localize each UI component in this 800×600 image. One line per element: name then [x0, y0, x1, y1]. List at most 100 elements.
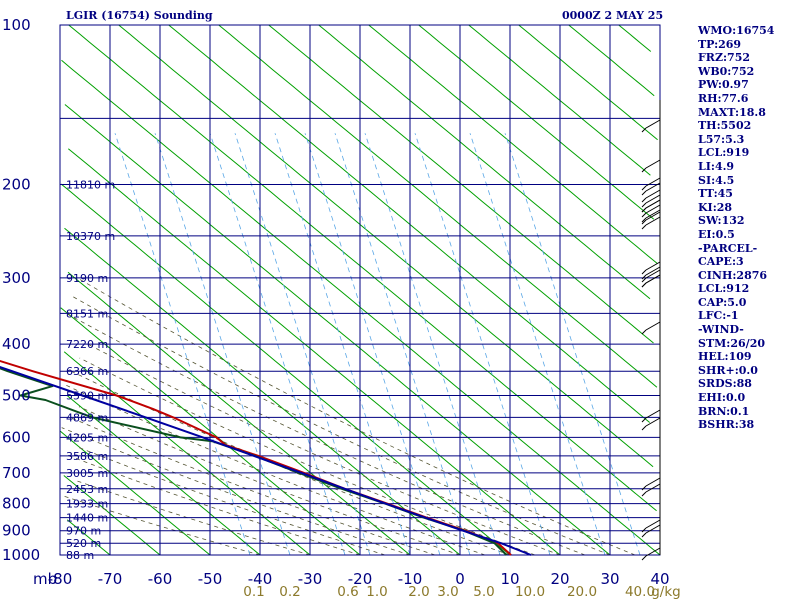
wind-barb	[645, 194, 661, 204]
height-label: 520 m	[66, 537, 101, 550]
height-label: 6366 m	[66, 365, 108, 378]
dry-adiabat-line	[618, 24, 652, 52]
dry-adiabat-line	[67, 148, 561, 556]
moist-adiabat-line	[68, 455, 361, 556]
wind-barb	[645, 483, 661, 493]
wind-barb	[645, 519, 661, 529]
dry-adiabat-line	[60, 183, 511, 556]
height-label: 2453 m	[66, 483, 108, 496]
mixing-ratio-tick-label: 2.0	[408, 584, 429, 600]
index-line: -WIND-	[698, 323, 744, 337]
wind-barb-flag	[641, 277, 647, 283]
index-line: TT:45	[698, 187, 733, 201]
moist-adiabat-line	[62, 383, 486, 556]
index-line: CAPE:3	[698, 255, 744, 269]
index-line: TH:5502	[698, 119, 752, 133]
moist-adiabat-line	[64, 495, 261, 556]
pressure-tick-label: 800	[2, 495, 31, 513]
index-line: -PARCEL-	[698, 241, 758, 255]
dry-adiabat-line	[418, 24, 655, 220]
parcel-trace	[0, 365, 532, 556]
mixing-ratio-tick-label: 1.0	[366, 584, 387, 600]
mixing-ratio-tick-label: 0.1	[243, 584, 264, 600]
index-line: WMO:16754	[698, 24, 775, 37]
height-label: 8151 m	[66, 307, 108, 320]
pressure-tick-label: 300	[2, 269, 31, 287]
wind-barb-flag	[641, 555, 647, 561]
dry-adiabat-line	[64, 227, 461, 556]
temperature-tick-label: 0	[455, 570, 465, 588]
wind-barb-flag	[641, 197, 647, 203]
wind-barb-flag	[641, 485, 647, 491]
moist-adiabat-line	[87, 343, 561, 556]
mixing-ratio-tick-label: 0.2	[279, 584, 300, 600]
dry-adiabat-line	[218, 24, 658, 388]
wind-barb	[645, 321, 661, 331]
wind-barb-flag	[641, 417, 647, 423]
wind-barb-flag	[641, 527, 647, 533]
temperature-tick-label: -10	[398, 570, 423, 588]
moist-adiabat-line	[76, 480, 311, 556]
sounding-traces	[0, 359, 532, 556]
height-label: 11810 m	[66, 179, 115, 192]
wind-barb-flag	[641, 282, 647, 288]
wind-barb-flag	[641, 425, 647, 431]
index-line: FRZ:752	[698, 51, 751, 65]
wind-barb	[645, 177, 661, 187]
moist-adiabat-line	[78, 406, 461, 556]
grid	[59, 24, 661, 556]
mixing-ratio-tick-label: 3.0	[437, 584, 458, 600]
moist-adiabat-line	[79, 357, 536, 556]
height-label: 7220 m	[66, 338, 108, 351]
wind-barb-flag	[641, 167, 647, 173]
wind-barb	[645, 211, 661, 221]
temperature-tick-label: 30	[600, 570, 619, 588]
index-line: SI:4.5	[698, 173, 735, 187]
dry-adiabat-line	[118, 24, 654, 468]
wind-barb	[645, 189, 661, 199]
index-line: KI:28	[698, 200, 733, 214]
index-line: SRDS:88	[698, 377, 752, 391]
chart-datetime: 0000Z 2 MAY 25	[562, 9, 664, 22]
moist-adiabat-line	[77, 277, 636, 556]
wind-barb-flag	[641, 274, 647, 280]
wind-barb-flag	[641, 190, 647, 196]
index-line: LFC:-1	[698, 309, 739, 323]
temperature-tick-label: -30	[298, 570, 323, 588]
moist-adiabat-line	[76, 446, 386, 556]
index-line: BSHR:38	[698, 418, 755, 432]
indices-panel: WMO:16754 TP:269 FRZ:752 WB0:752 PW:0.97 RH:7…	[698, 24, 774, 432]
wind-barb	[645, 159, 661, 169]
wind-barb	[645, 199, 661, 209]
wind-barb-flag	[641, 127, 647, 133]
pressure-tick-label: 900	[2, 522, 31, 540]
mixing-ratio-tick-label: 10.0	[515, 584, 545, 600]
index-line: CINH:2876	[698, 268, 768, 282]
dry-adiabat-line	[61, 59, 661, 556]
wind-barb	[645, 209, 661, 219]
wind-barb	[645, 524, 661, 534]
wind-barb-flag	[641, 224, 647, 230]
temperature-tick-label: -70	[98, 570, 123, 588]
mixing-ratio-unit-label: g/kg	[651, 584, 681, 600]
height-label: 3005 m	[66, 467, 108, 480]
height-label: 1933 m	[66, 498, 108, 511]
temperature-tick-label: -20	[348, 570, 373, 588]
wind-barb-flag	[641, 491, 647, 497]
wind-barb	[645, 261, 661, 271]
dry-adiabat-line	[268, 24, 654, 344]
moist-adiabat-line	[71, 370, 511, 556]
height-label: 9190 m	[66, 272, 108, 285]
index-line: EI:0.5	[698, 227, 735, 241]
mixing-ratio-tick-label: 20.0	[567, 584, 597, 600]
wind-barb-flag	[641, 185, 647, 191]
height-label: 970 m	[66, 525, 101, 538]
index-line: HEL:109	[698, 350, 752, 364]
mixing-ratio-tick-label: 0.6	[337, 584, 358, 600]
wind-barbs	[641, 100, 661, 561]
dry-adiabat-line	[68, 24, 657, 512]
pressure-tick-label: 700	[2, 464, 31, 482]
index-line: EHI:0.0	[698, 391, 746, 405]
moist-adiabat-line	[66, 313, 586, 556]
moist-adiabat-line	[72, 295, 611, 556]
